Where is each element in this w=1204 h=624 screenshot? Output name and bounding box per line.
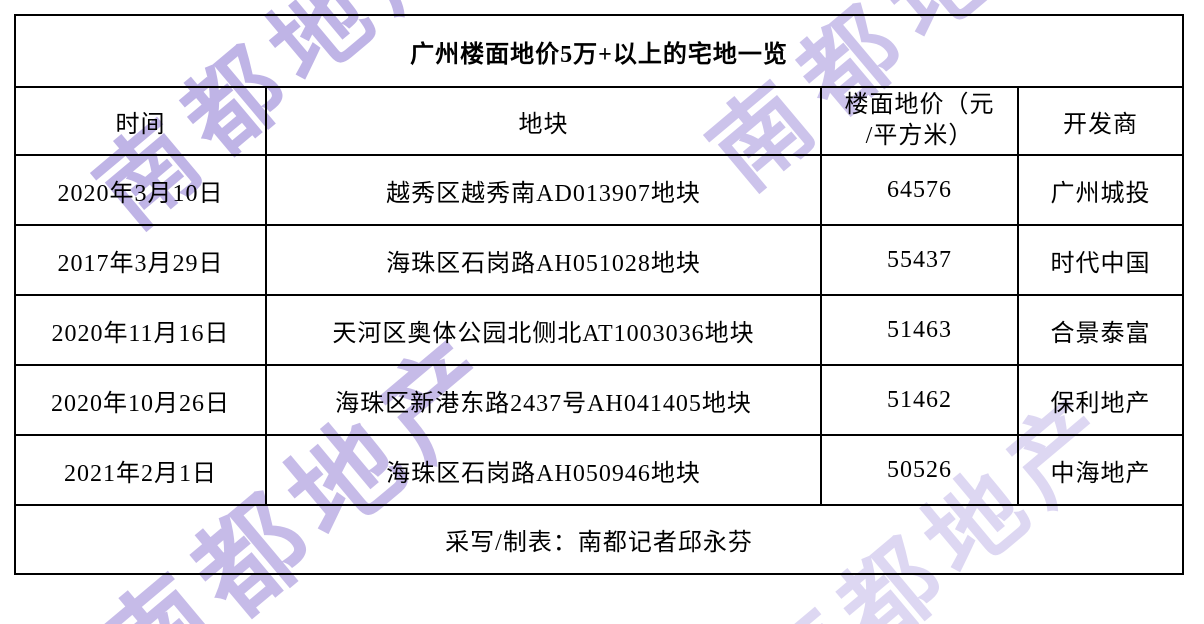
header-row: 时间 地块 楼面地价（元 /平方米） 开发商 <box>14 86 1184 156</box>
cell-parcel: 越秀区越秀南AD013907地块 <box>265 154 822 226</box>
cell-parcel: 海珠区石岗路AH051028地块 <box>265 224 822 296</box>
table-byline: 采写/制表：南都记者邱永芬 <box>14 504 1184 575</box>
table-row: 2020年11月16日 天河区奥体公园北侧北AT1003036地块 51463 … <box>14 294 1184 366</box>
table-row: 2020年3月10日 越秀区越秀南AD013907地块 64576 广州城投 <box>14 154 1184 226</box>
cell-date: 2017年3月29日 <box>14 224 267 296</box>
cell-parcel: 海珠区新港东路2437号AH041405地块 <box>265 364 822 436</box>
cell-date: 2020年10月26日 <box>14 364 267 436</box>
cell-price: 50526 <box>820 434 1019 506</box>
cell-developer: 广州城投 <box>1017 154 1184 226</box>
land-price-table: 广州楼面地价5万+以上的宅地一览 时间 地块 楼面地价（元 /平方米） 开发商 … <box>14 14 1184 575</box>
cell-date: 2020年11月16日 <box>14 294 267 366</box>
table-row: 2020年10月26日 海珠区新港东路2437号AH041405地块 51462… <box>14 364 1184 436</box>
cell-price: 51462 <box>820 364 1019 436</box>
column-header-price: 楼面地价（元 /平方米） <box>820 86 1019 156</box>
column-header-time: 时间 <box>14 86 267 156</box>
cell-developer: 保利地产 <box>1017 364 1184 436</box>
table-title: 广州楼面地价5万+以上的宅地一览 <box>14 14 1184 88</box>
cell-date: 2020年3月10日 <box>14 154 267 226</box>
column-header-parcel: 地块 <box>265 86 822 156</box>
footer-row: 采写/制表：南都记者邱永芬 <box>14 504 1184 575</box>
cell-parcel: 海珠区石岗路AH050946地块 <box>265 434 822 506</box>
cell-price: 55437 <box>820 224 1019 296</box>
cell-developer: 合景泰富 <box>1017 294 1184 366</box>
cell-price: 64576 <box>820 154 1019 226</box>
cell-developer: 中海地产 <box>1017 434 1184 506</box>
table-row: 2017年3月29日 海珠区石岗路AH051028地块 55437 时代中国 <box>14 224 1184 296</box>
cell-date: 2021年2月1日 <box>14 434 267 506</box>
title-row: 广州楼面地价5万+以上的宅地一览 <box>14 14 1184 88</box>
table-row: 2021年2月1日 海珠区石岗路AH050946地块 50526 中海地产 <box>14 434 1184 506</box>
column-header-developer: 开发商 <box>1017 86 1184 156</box>
cell-developer: 时代中国 <box>1017 224 1184 296</box>
cell-parcel: 天河区奥体公园北侧北AT1003036地块 <box>265 294 822 366</box>
cell-price: 51463 <box>820 294 1019 366</box>
